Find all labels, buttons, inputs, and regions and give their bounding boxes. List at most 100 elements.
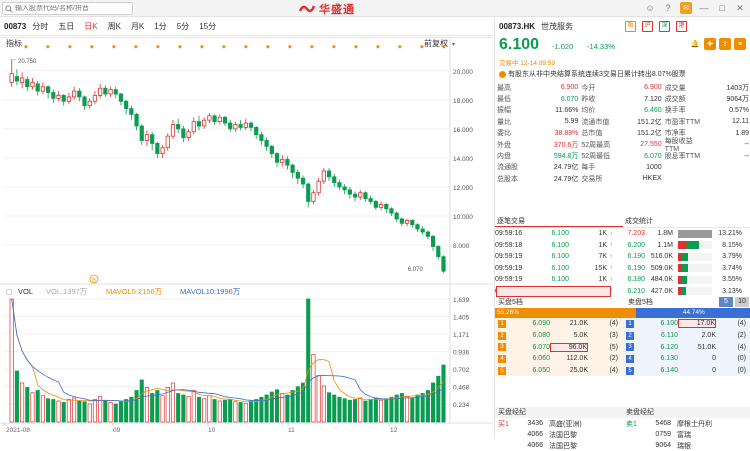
- dividend-marker[interactable]: ◆: [24, 44, 28, 50]
- close-icon[interactable]: ✕: [736, 2, 744, 13]
- candle[interactable]: [46, 86, 51, 93]
- candlestick-chart[interactable]: 指标 前复权 ▾ 20.000 18.000 16.000 14.000 12.000 10.0…: [0, 37, 493, 438]
- fav-icon[interactable]: ✚: [704, 38, 716, 50]
- candle[interactable]: [155, 142, 160, 154]
- candle[interactable]: [98, 87, 103, 96]
- user-icon[interactable]: ☺: [645, 3, 655, 13]
- tab-1min[interactable]: 1分: [154, 22, 167, 31]
- candle[interactable]: [378, 203, 384, 208]
- minimize-icon[interactable]: —: [699, 3, 709, 13]
- candle[interactable]: [384, 203, 389, 210]
- tab-15min[interactable]: 15分: [199, 22, 217, 31]
- adjust-select[interactable]: 前复权: [424, 38, 448, 48]
- broker-row[interactable]: 4066 法国巴黎: [495, 440, 623, 451]
- candle[interactable]: [134, 113, 139, 127]
- candle[interactable]: [20, 77, 25, 83]
- candle[interactable]: [82, 96, 87, 107]
- tab-daily-k[interactable]: 日K: [84, 22, 98, 31]
- dividend-marker[interactable]: ◆: [244, 44, 248, 50]
- candle[interactable]: [40, 86, 45, 92]
- candle[interactable]: [202, 119, 207, 127]
- candle[interactable]: [368, 198, 373, 202]
- candle[interactable]: [233, 124, 238, 130]
- dividend-marker[interactable]: ◆: [310, 44, 314, 50]
- candle[interactable]: [316, 180, 321, 194]
- candle[interactable]: [352, 193, 358, 198]
- candle[interactable]: [290, 164, 295, 173]
- candle[interactable]: [108, 89, 113, 95]
- search-input[interactable]: [15, 5, 130, 12]
- dividend-marker[interactable]: ◆: [68, 44, 72, 50]
- broker-row[interactable]: 卖1 5468 摩根士丹利: [623, 418, 750, 429]
- candle[interactable]: [269, 145, 274, 154]
- dividend-marker[interactable]: ◆: [398, 44, 402, 50]
- candle[interactable]: [399, 218, 404, 224]
- chart-area[interactable]: 指标 前复权 ▾ 20.000 18.000 16.000 14.000 12.000 10.0…: [0, 37, 493, 438]
- candle[interactable]: [363, 192, 368, 199]
- ask-level-row[interactable]: 5 6.140 0 (0): [623, 364, 750, 377]
- dividend-marker[interactable]: ◆: [442, 44, 446, 50]
- candle[interactable]: [389, 208, 394, 214]
- candle[interactable]: [87, 100, 92, 107]
- dividend-marker[interactable]: ◆: [288, 44, 292, 50]
- bid-level-row[interactable]: 2 6.080 5.0K (3): [495, 329, 623, 342]
- dividend-marker[interactable]: ◆: [134, 44, 138, 50]
- chevron-down-icon[interactable]: ▾: [452, 42, 455, 48]
- candle[interactable]: [420, 228, 425, 233]
- candle[interactable]: [285, 158, 290, 166]
- candle[interactable]: [254, 127, 259, 136]
- candle[interactable]: [144, 134, 150, 141]
- candle[interactable]: [280, 158, 285, 163]
- candle[interactable]: [217, 116, 222, 123]
- candle[interactable]: [212, 115, 217, 123]
- candle[interactable]: [306, 183, 311, 202]
- candle[interactable]: [176, 124, 181, 130]
- candle[interactable]: [165, 135, 170, 149]
- candle[interactable]: [321, 170, 326, 182]
- candle[interactable]: [332, 176, 337, 184]
- dividend-marker[interactable]: ◆: [46, 44, 50, 50]
- event-marker-icon[interactable]: [89, 274, 99, 284]
- news-text[interactable]: 有股东从非中央结算系统连续3交易日累计转出8.07%股票: [508, 71, 686, 78]
- candle[interactable]: [139, 125, 144, 141]
- candle[interactable]: [9, 73, 14, 83]
- bid-level-row[interactable]: 5 6.050 25.0K (4): [495, 364, 623, 377]
- bid-level-row[interactable]: 4 6.060 112.0K (2): [495, 353, 623, 365]
- candle[interactable]: [430, 235, 436, 247]
- more-icon[interactable]: ≡: [734, 38, 746, 50]
- candle[interactable]: [170, 124, 176, 137]
- candle[interactable]: [394, 212, 399, 220]
- candle[interactable]: [342, 186, 347, 191]
- dividend-marker[interactable]: ◆: [200, 44, 204, 50]
- candle[interactable]: [30, 82, 35, 88]
- candle[interactable]: [300, 177, 306, 185]
- candle[interactable]: [181, 128, 186, 138]
- candle[interactable]: [56, 95, 61, 99]
- candle[interactable]: [259, 134, 264, 141]
- candle[interactable]: [92, 95, 98, 102]
- candle[interactable]: [160, 147, 165, 154]
- candle[interactable]: [222, 116, 228, 124]
- candle[interactable]: [66, 96, 72, 102]
- tab-timeshare[interactable]: 分时: [32, 22, 49, 31]
- dividend-marker[interactable]: ◆: [354, 44, 358, 50]
- candle[interactable]: [196, 121, 202, 127]
- dividend-marker[interactable]: ◆: [266, 44, 270, 50]
- candle[interactable]: [25, 79, 30, 88]
- bid-level-row[interactable]: 1 6.090 21.0K (4): [495, 318, 623, 330]
- dividend-marker[interactable]: ◆: [112, 44, 116, 50]
- dividend-marker[interactable]: ◆: [90, 44, 94, 50]
- candle[interactable]: [129, 108, 134, 115]
- candle[interactable]: [415, 224, 420, 230]
- broker-row[interactable]: 9064 瑞银: [623, 440, 750, 451]
- candle[interactable]: [373, 201, 378, 208]
- bid-level-row[interactable]: 3 6.070 96.0K (5): [495, 341, 623, 354]
- vol-expand-icon[interactable]: ▢: [6, 289, 13, 296]
- ask-level-row[interactable]: 3 6.120 51.0K (4): [623, 341, 750, 354]
- candle[interactable]: [51, 92, 56, 99]
- ask-level-row[interactable]: 2 6.110 2.0K (2): [623, 329, 750, 342]
- candle[interactable]: [425, 231, 430, 237]
- dividend-marker[interactable]: ◆: [376, 44, 380, 50]
- dividend-marker[interactable]: ◆: [420, 44, 424, 50]
- dividend-marker[interactable]: ◆: [156, 44, 160, 50]
